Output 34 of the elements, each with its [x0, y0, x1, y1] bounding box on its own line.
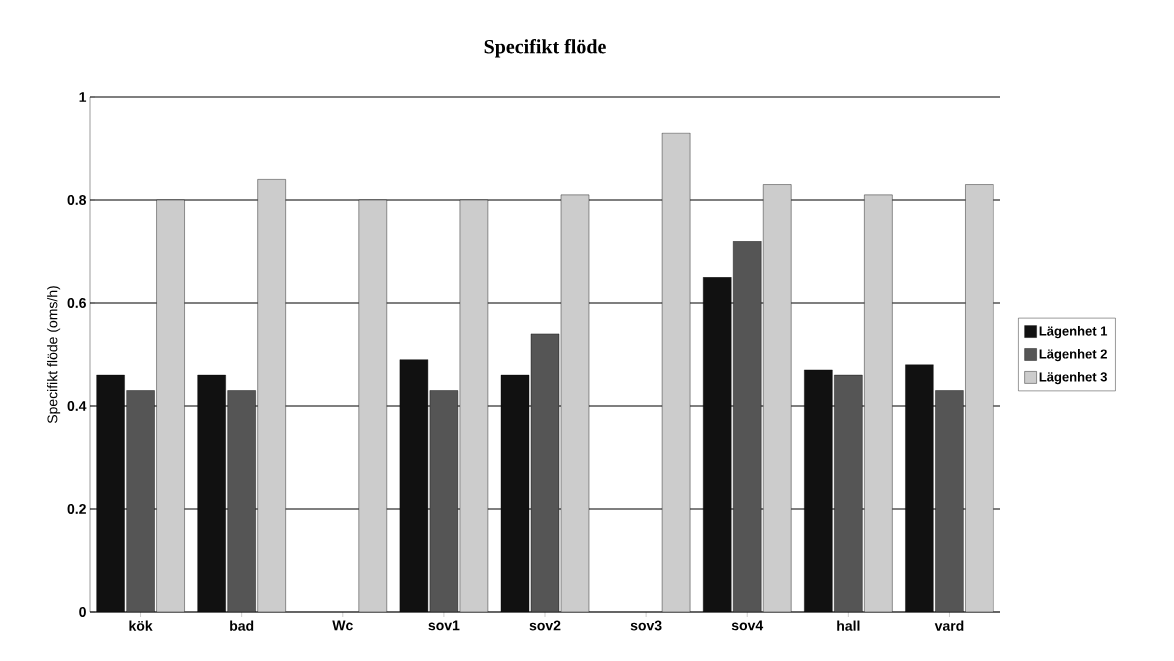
bar [703, 277, 732, 612]
bar [804, 369, 833, 612]
bar [429, 390, 458, 612]
bar [905, 364, 934, 612]
legend-label: Lägenhet 2 [1039, 349, 1107, 362]
legend-label: Lägenhet 1 [1039, 326, 1108, 339]
y-axis-title: Specifikt flöde (oms/h) [47, 286, 61, 424]
bar [96, 375, 125, 612]
bar [399, 359, 428, 612]
x-tick-label: vard [934, 620, 964, 631]
bar [501, 375, 530, 612]
y-tick-label: 0.4 [67, 401, 87, 411]
y-tick-label: 0.2 [67, 504, 86, 514]
y-tick-label: 0 [79, 607, 86, 617]
x-tick-label: bad [230, 620, 254, 631]
x-tick-label: sov2 [529, 620, 561, 631]
y-tick-label: 0.6 [67, 298, 86, 308]
legend-label: Lägenhet 3 [1039, 371, 1107, 385]
x-tick-label: kök [129, 620, 153, 631]
chart-title: Specifikt flöde [484, 39, 606, 58]
bar [227, 390, 256, 612]
x-tick-label: sov4 [731, 620, 764, 631]
y-tick-label: 1 [79, 92, 87, 102]
bar [834, 375, 863, 612]
bar [126, 390, 155, 612]
y-tick-label: 0.8 [67, 195, 87, 205]
bar [197, 375, 226, 612]
x-tick-label: sov3 [630, 620, 662, 631]
bar [733, 241, 762, 612]
bar [531, 333, 560, 612]
x-tick-label: Wc [332, 620, 353, 631]
x-tick-label: sov1 [428, 620, 460, 631]
bar [935, 390, 964, 612]
x-tick-label: hall [837, 620, 860, 631]
